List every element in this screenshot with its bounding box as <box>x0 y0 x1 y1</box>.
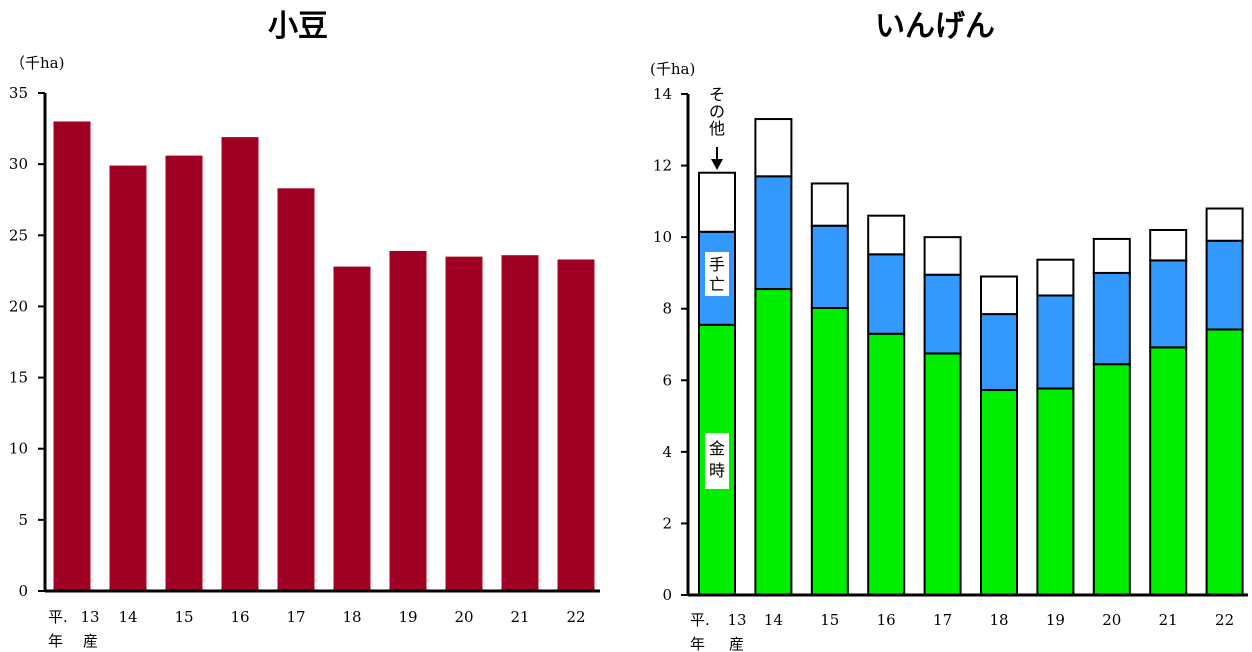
ingen-bar-segment-tebo <box>1149 259 1188 349</box>
azuki-x-tick-label: 17 <box>286 608 305 626</box>
azuki-bar <box>445 256 483 591</box>
ingen-x-tick-label: 16 <box>877 611 896 629</box>
azuki-bar <box>165 155 203 591</box>
azuki-x-tick-label: 22 <box>566 608 585 626</box>
ingen-annotation-tebo-box <box>705 252 729 296</box>
ingen-bar-segment-kintoki <box>754 288 793 596</box>
ingen-bar-segment-tebo <box>867 253 906 335</box>
ingen-x-tick-label: 20 <box>1102 611 1121 629</box>
ingen-x-prefix-hei: 平. <box>690 611 710 629</box>
azuki-unit-label: （千ha) <box>10 54 64 72</box>
ingen-bar-segment-tebo <box>1036 294 1075 390</box>
ingen-annotation-arrow-head <box>711 159 723 170</box>
ingen-x-tick-label: 13 <box>727 611 746 629</box>
ingen-y-tick-label: 4 <box>662 443 672 461</box>
ingen-bar-segment-other <box>1205 207 1244 242</box>
azuki-x-tick-label: 20 <box>454 608 473 626</box>
azuki-x-tick-label: 19 <box>398 608 417 626</box>
azuki-x-tick-label: 21 <box>510 608 529 626</box>
azuki-y-tick-label: 10 <box>9 440 28 458</box>
azuki-bar <box>389 250 427 592</box>
azuki-x-prefix-nen: 年 <box>48 632 63 650</box>
ingen-annotation-tebo-char: 手 <box>709 255 725 274</box>
ingen-bar-segment-kintoki <box>1205 328 1244 596</box>
ingen-bar-segment-other <box>1149 228 1188 262</box>
ingen-bar-segment-other <box>698 171 736 233</box>
ingen-x-tick-label: 14 <box>764 611 783 629</box>
ingen-annotation-kintoki-char: 金 <box>709 439 725 458</box>
azuki-bar <box>501 255 539 591</box>
ingen-y-tick-label: 14 <box>653 85 672 103</box>
azuki-x-tick-label: 16 <box>230 608 249 626</box>
azuki-bar <box>277 188 315 591</box>
ingen-x-tick-label: 19 <box>1046 611 1065 629</box>
ingen-x-prefix-nen: 年 <box>690 635 705 652</box>
ingen-x-tick-label: 18 <box>989 611 1008 629</box>
ingen-annotation-kintoki-char: 時 <box>709 461 725 480</box>
azuki-bar <box>53 121 91 591</box>
ingen-bar-segment-kintoki <box>1149 346 1188 596</box>
ingen-annotation-other-char: の <box>709 102 725 121</box>
ingen-bar-segment-tebo <box>923 273 962 355</box>
ingen-bar-segment-other <box>1036 258 1075 297</box>
ingen-bar-segment-tebo <box>1205 239 1244 331</box>
ingen-bar-segment-kintoki <box>1092 363 1131 596</box>
ingen-x-tick-label: 22 <box>1215 611 1234 629</box>
ingen-bar-segment-other <box>923 236 962 276</box>
azuki-y-tick-label: 35 <box>9 84 28 102</box>
azuki-bar <box>221 137 259 591</box>
ingen-x-tick-label: 17 <box>933 611 952 629</box>
ingen-bar-segment-tebo <box>980 313 1018 391</box>
ingen-bar-segment-kintoki <box>810 306 849 596</box>
ingen-annotation-tebo-char: 亡 <box>709 275 725 294</box>
azuki-x-tick-label: 15 <box>174 608 193 626</box>
ingen-bar-segment-kintoki <box>923 352 962 597</box>
azuki-x-tick-label: 13 <box>80 608 99 626</box>
azuki-x-tick-label: 14 <box>118 608 137 626</box>
ingen-annotation-other-char: そ <box>709 85 725 104</box>
ingen-y-tick-label: 8 <box>662 300 672 318</box>
ingen-bar-segment-kintoki <box>867 332 906 596</box>
ingen-x-tick-label: 21 <box>1159 611 1178 629</box>
ingen-y-tick-label: 12 <box>653 157 672 175</box>
ingen-bar-segment-other <box>810 182 849 227</box>
ingen-y-tick-label: 2 <box>662 514 672 532</box>
ingen-y-tick-label: 10 <box>653 228 672 246</box>
ingen-annotation-other-char: 他 <box>709 119 725 138</box>
azuki-y-tick-label: 0 <box>18 582 28 600</box>
azuki-y-tick-label: 20 <box>9 297 28 315</box>
ingen-bar-segment-other <box>1092 237 1131 274</box>
azuki-bar <box>333 266 371 591</box>
azuki-y-tick-label: 30 <box>9 155 28 173</box>
ingen-bar-segment-tebo <box>754 175 793 291</box>
ingen-y-tick-label: 0 <box>662 586 672 604</box>
ingen-x-tick-label: 15 <box>820 611 839 629</box>
azuki-y-tick-label: 5 <box>18 511 28 529</box>
ingen-unit-label: (千ha) <box>650 60 695 78</box>
azuki-y-tick-label: 25 <box>9 226 28 244</box>
ingen-bar-segment-kintoki <box>980 388 1018 596</box>
ingen-y-tick-label: 6 <box>662 371 672 389</box>
ingen-x-prefix-san: 産 <box>729 635 744 652</box>
ingen-bar-segment-tebo <box>1092 271 1131 366</box>
ingen-bar-segment-other <box>867 214 906 256</box>
azuki-chart-title: 小豆 <box>268 9 328 44</box>
ingen-annotation-kintoki-box <box>705 433 729 489</box>
azuki-x-prefix-hei: 平. <box>48 608 68 626</box>
ingen-bar-segment-kintoki <box>1036 387 1075 596</box>
ingen-chart-title: いんげん <box>875 9 995 44</box>
azuki-x-tick-label: 18 <box>342 608 361 626</box>
azuki-x-prefix-san: 産 <box>83 632 98 650</box>
ingen-bar-segment-tebo <box>810 224 849 309</box>
ingen-bar-segment-other <box>980 275 1018 316</box>
azuki-y-tick-label: 15 <box>9 369 28 387</box>
azuki-bar <box>557 259 595 591</box>
azuki-bar <box>109 165 147 591</box>
ingen-bar-segment-other <box>754 118 793 178</box>
